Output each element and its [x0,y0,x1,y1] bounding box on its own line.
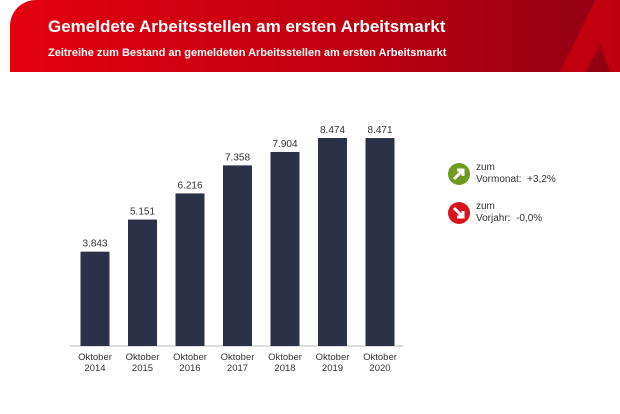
bar [365,138,395,346]
indicator-label: zum [476,201,495,212]
bar [80,251,110,346]
x-tick-label: Oktober 2019 [316,352,350,374]
data-label: 7.358 [225,152,250,163]
logo [560,0,620,72]
arrow-down-right-icon [448,202,470,224]
bar [175,193,205,346]
bar [270,151,300,346]
x-tick-label: Oktober 2020 [363,352,397,374]
bar [223,165,252,346]
data-label: 7.904 [272,139,297,150]
arrow-up-right-icon [448,163,470,185]
indicator-value: Vormonat: +3,2% [476,174,556,185]
data-label: 3.843 [82,239,107,250]
bar [318,138,347,346]
x-tick-label: Oktober 2018 [268,352,302,374]
indicator-vorjahr: zum Vorjahr: -0,0% [448,201,542,225]
x-tick-label: Oktober 2014 [78,352,112,374]
data-label: 8.471 [367,125,392,136]
indicator-vormonat: zum Vormonat: +3,2% [448,162,556,186]
x-tick-label: Oktober 2017 [221,352,255,374]
bar [128,219,157,346]
indicator-label: zum [476,162,495,173]
x-tick-label: Oktober 2015 [126,352,160,374]
indicator-value: Vorjahr: -0,0% [476,213,543,224]
data-label: 6.216 [177,180,202,191]
page-title: Gemeldete Arbeitsstellen am ersten Arbei… [48,17,446,36]
data-label: 5.151 [130,207,155,218]
x-tick-label: Oktober 2016 [173,352,207,374]
header-banner: Gemeldete Arbeitsstellen am ersten Arbei… [10,0,620,72]
data-label: 8.474 [320,125,345,136]
page-subtitle: Zeitreihe zum Bestand an gemeldeten Arbe… [48,47,447,59]
